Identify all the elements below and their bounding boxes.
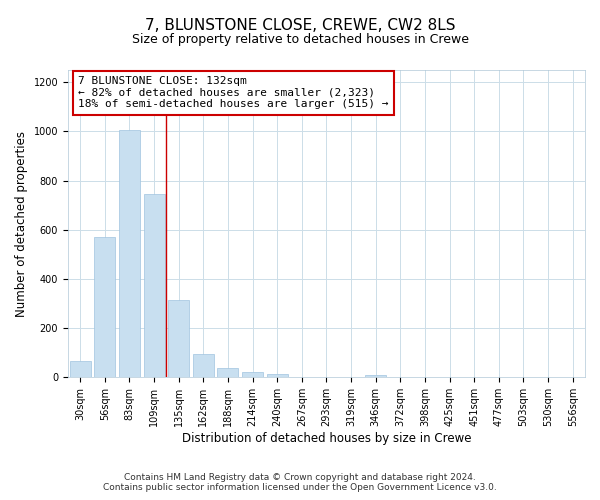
Bar <box>94 237 115 378</box>
Bar <box>143 194 164 378</box>
Bar <box>242 372 263 378</box>
Bar <box>70 362 91 378</box>
Y-axis label: Number of detached properties: Number of detached properties <box>15 130 28 316</box>
Text: Contains HM Land Registry data © Crown copyright and database right 2024.
Contai: Contains HM Land Registry data © Crown c… <box>103 473 497 492</box>
Bar <box>193 354 214 378</box>
Bar <box>119 130 140 378</box>
Bar <box>267 374 287 378</box>
X-axis label: Distribution of detached houses by size in Crewe: Distribution of detached houses by size … <box>182 432 471 445</box>
Bar <box>365 375 386 378</box>
Bar <box>168 300 189 378</box>
Text: Size of property relative to detached houses in Crewe: Size of property relative to detached ho… <box>131 32 469 46</box>
Bar <box>217 368 238 378</box>
Text: 7 BLUNSTONE CLOSE: 132sqm
← 82% of detached houses are smaller (2,323)
18% of se: 7 BLUNSTONE CLOSE: 132sqm ← 82% of detac… <box>78 76 389 110</box>
Text: 7, BLUNSTONE CLOSE, CREWE, CW2 8LS: 7, BLUNSTONE CLOSE, CREWE, CW2 8LS <box>145 18 455 32</box>
